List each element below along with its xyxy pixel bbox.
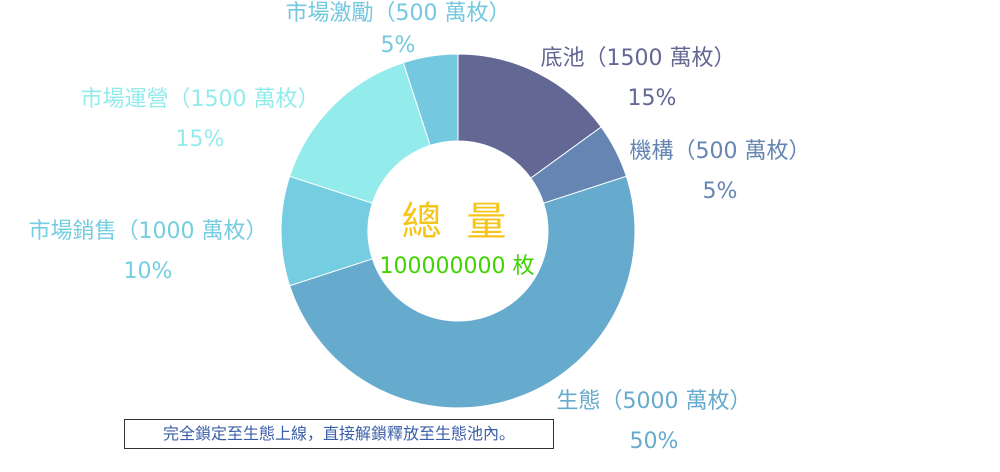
slice-label-2: 生態（5000 萬枚）	[557, 389, 752, 414]
slice-label-4: 市場運營（1500 萬枚）	[81, 87, 320, 112]
slice-percent-4: 15%	[176, 127, 225, 152]
donut-slice-4	[289, 62, 431, 204]
slice-percent-2: 50%	[630, 429, 679, 454]
slice-percent-1: 5%	[703, 179, 738, 204]
slice-label-0: 底池（1500 萬枚）	[541, 46, 736, 71]
slice-percent-0: 15%	[628, 86, 677, 111]
slice-label-3: 市場銷售（1000 萬枚）	[29, 219, 268, 244]
slice-labels: 底池（1500 萬枚） 15% 機構（500 萬枚） 5% 生態（5000 萬枚） 50%…	[29, 1, 811, 454]
footnote-box: 完全鎖定至生態上線，直接解鎖釋放至生態池內。	[124, 419, 554, 449]
donut-slices	[280, 53, 636, 409]
slice-label-5: 市場激勵（500 萬枚）	[286, 1, 511, 26]
donut-slice-5	[402, 53, 459, 147]
donut-slice-0	[457, 53, 602, 179]
donut-slice-2	[289, 175, 636, 409]
slice-percent-5: 5%	[381, 33, 416, 58]
slice-percent-3: 10%	[124, 259, 173, 284]
slice-label-1: 機構（500 萬枚）	[630, 139, 811, 164]
center-total-value: 100000000 枚	[380, 254, 535, 279]
center-title: 總 量	[402, 199, 513, 245]
